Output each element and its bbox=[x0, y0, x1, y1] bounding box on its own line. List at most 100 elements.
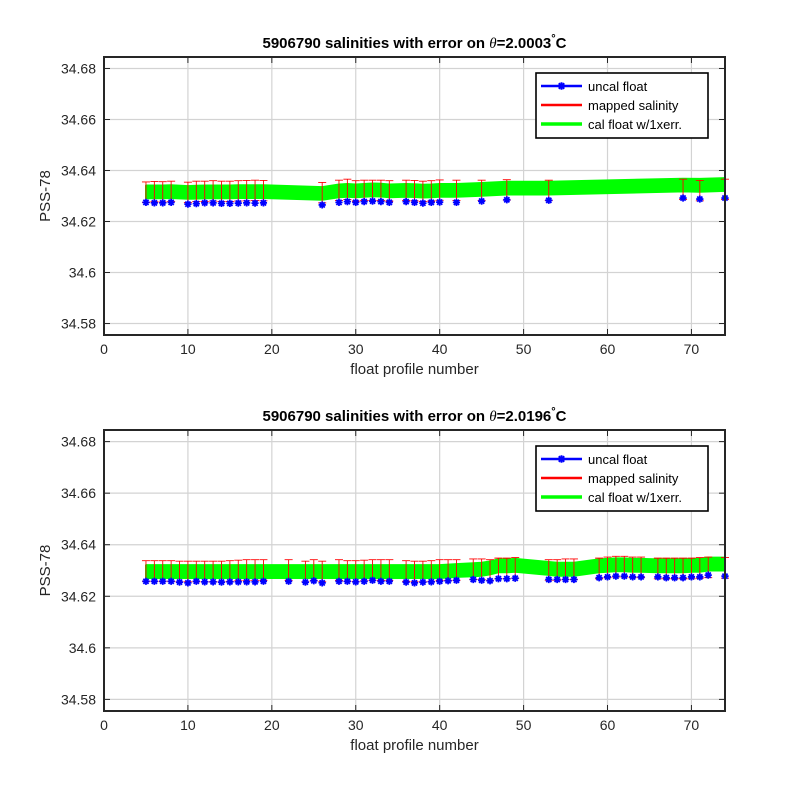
y-tick-label: 34.66 bbox=[61, 485, 96, 501]
title-unit: C bbox=[556, 35, 567, 52]
legend-uncal-label: uncal float bbox=[588, 452, 648, 467]
uncal-float-point bbox=[570, 575, 578, 584]
title-theta-symbol: θ bbox=[489, 409, 497, 425]
axes-box bbox=[103, 56, 726, 336]
uncal-float-point bbox=[696, 573, 704, 581]
uncal-float-point bbox=[654, 573, 662, 581]
y-tick-label: 34.64 bbox=[61, 537, 96, 553]
uncal-float-series bbox=[142, 194, 729, 209]
x-tick-label: 0 bbox=[100, 341, 108, 357]
uncal-float-point bbox=[159, 199, 167, 207]
uncal-float-point bbox=[612, 572, 620, 580]
uncal-float-point bbox=[150, 199, 158, 207]
x-tick-label: 60 bbox=[600, 341, 616, 357]
uncal-float-point bbox=[410, 198, 419, 206]
chart-panel-2: 0 10 20 30 40 50 60 70 34.58 34.6 34.62 34.64 34.66 3… bbox=[37, 406, 729, 754]
title-degree: ° bbox=[551, 406, 555, 418]
uncal-float-point bbox=[310, 577, 318, 585]
uncal-float-point bbox=[696, 195, 704, 203]
x-tick-label: 30 bbox=[348, 717, 364, 733]
uncal-float-point bbox=[301, 578, 310, 586]
y-tick-label: 34.64 bbox=[61, 162, 96, 178]
uncal-float-point bbox=[444, 577, 452, 585]
uncal-float-point bbox=[343, 577, 351, 585]
uncal-float-point bbox=[368, 576, 377, 584]
uncal-float-point bbox=[335, 198, 343, 206]
uncal-float-point bbox=[251, 578, 259, 586]
uncal-float-point bbox=[671, 574, 679, 582]
uncal-float-series bbox=[142, 571, 729, 587]
x-tick-label: 60 bbox=[600, 717, 616, 733]
uncal-float-point bbox=[511, 574, 519, 582]
uncal-float-point bbox=[201, 199, 209, 207]
uncal-float-point bbox=[192, 577, 200, 585]
x-tick-label: 40 bbox=[432, 717, 448, 733]
x-tick-label: 50 bbox=[516, 717, 532, 733]
x-tick-label: 70 bbox=[684, 717, 700, 733]
uncal-float-point bbox=[427, 198, 435, 206]
y-tick-label: 34.66 bbox=[61, 111, 96, 127]
uncal-float-point bbox=[452, 576, 461, 584]
title-value: =2.0003 bbox=[497, 35, 552, 52]
uncal-float-point bbox=[318, 201, 326, 209]
legend-uncal-marker bbox=[557, 455, 566, 463]
uncal-float-point bbox=[427, 578, 435, 586]
uncal-float-point bbox=[377, 577, 385, 585]
uncal-float-point bbox=[478, 197, 486, 205]
uncal-float-point bbox=[662, 574, 670, 582]
title-degree: ° bbox=[551, 33, 555, 45]
uncal-float-point bbox=[209, 578, 217, 586]
uncal-float-point bbox=[494, 575, 503, 583]
y-tick-label: 34.68 bbox=[61, 434, 96, 450]
chart-title: 5906790 salinities with error on θ=2.000… bbox=[262, 33, 566, 52]
uncal-float-point bbox=[679, 574, 687, 582]
chart-panel-1: 0 10 20 30 40 50 60 70 34.58 34.6 34.62 34.64 34.66 3… bbox=[37, 33, 729, 378]
uncal-float-point bbox=[167, 577, 175, 585]
title-unit: C bbox=[556, 408, 567, 425]
uncal-float-point bbox=[679, 194, 687, 202]
uncal-float-point bbox=[318, 579, 326, 587]
legend-mapped-label: mapped salinity bbox=[588, 98, 679, 113]
y-axis-label: PSS-78 bbox=[37, 170, 54, 222]
uncal-float-point bbox=[217, 199, 226, 207]
uncal-float-point bbox=[226, 578, 234, 586]
title-prefix: 5906790 salinities with error on bbox=[262, 408, 489, 425]
title-prefix: 5906790 salinities with error on bbox=[262, 35, 489, 52]
uncal-float-point bbox=[175, 578, 184, 586]
y-tick-label: 34.58 bbox=[61, 691, 96, 707]
uncal-float-point bbox=[704, 571, 712, 579]
uncal-float-point bbox=[553, 575, 561, 584]
legend-cal-label: cal float w/1xerr. bbox=[588, 117, 682, 132]
uncal-float-point bbox=[687, 573, 696, 581]
uncal-float-point bbox=[167, 198, 175, 206]
x-tick-label: 40 bbox=[432, 341, 448, 357]
uncal-float-point bbox=[402, 578, 410, 586]
uncal-float-point bbox=[243, 199, 251, 207]
uncal-float-point bbox=[486, 577, 494, 585]
uncal-float-point bbox=[469, 575, 477, 584]
x-tick-label: 10 bbox=[180, 717, 196, 733]
uncal-float-point bbox=[419, 578, 427, 586]
chart-title: 5906790 salinities with error on θ=2.019… bbox=[262, 406, 566, 425]
uncal-float-point bbox=[343, 198, 351, 206]
legend-uncal-label: uncal float bbox=[588, 79, 648, 94]
y-tick-label: 34.6 bbox=[69, 640, 96, 656]
uncal-float-point bbox=[243, 578, 251, 586]
uncal-float-point bbox=[629, 573, 637, 581]
uncal-float-point bbox=[150, 577, 158, 585]
x-tick-label: 20 bbox=[264, 717, 280, 733]
uncal-float-point bbox=[561, 575, 570, 584]
uncal-float-point bbox=[234, 199, 242, 207]
uncal-float-point bbox=[436, 198, 444, 206]
uncal-float-point bbox=[352, 198, 360, 206]
y-tick-label: 34.58 bbox=[61, 316, 96, 332]
uncal-float-point bbox=[184, 579, 192, 587]
uncal-float-point bbox=[503, 196, 511, 204]
uncal-float-point bbox=[478, 576, 486, 584]
uncal-float-point bbox=[234, 578, 242, 586]
x-tick-label: 0 bbox=[100, 717, 108, 733]
uncal-float-point bbox=[142, 198, 150, 206]
title-theta-symbol: θ bbox=[489, 36, 497, 52]
x-tick-label: 10 bbox=[180, 341, 196, 357]
